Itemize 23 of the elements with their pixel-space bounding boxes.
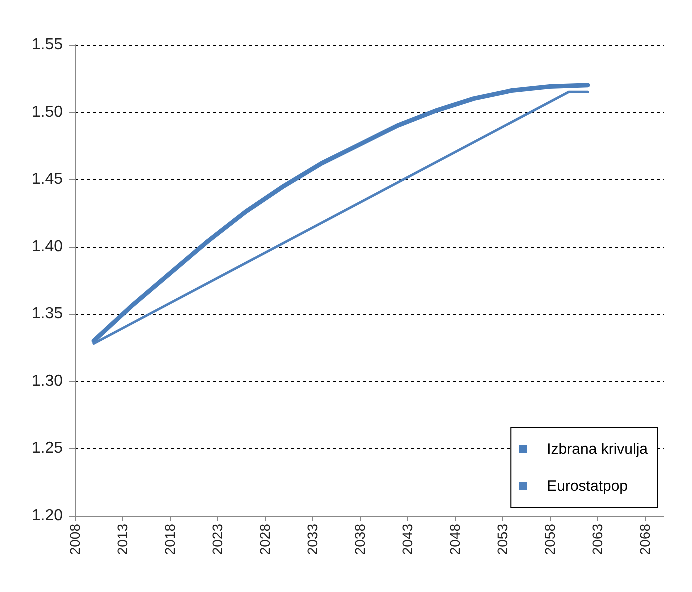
x-tick-label: 2018 xyxy=(162,524,178,556)
x-tick-label: 2033 xyxy=(304,524,320,556)
legend-label: Eurostatpop xyxy=(547,478,628,495)
y-tick-label: 1.45 xyxy=(32,171,64,188)
x-tick-label: 2028 xyxy=(257,524,273,556)
x-tick-label: 2013 xyxy=(114,524,130,556)
x-tick-label: 2023 xyxy=(210,524,226,556)
legend-label: Izbrana krivulja xyxy=(547,441,649,458)
x-tick-label: 2043 xyxy=(400,524,416,556)
y-tick-label: 1.50 xyxy=(32,104,64,121)
x-tick-label: 2008 xyxy=(67,524,83,556)
x-tick-label: 2068 xyxy=(637,524,653,556)
x-tick-label: 2058 xyxy=(542,524,558,556)
x-tick-label: 2048 xyxy=(447,524,463,556)
y-tick-label: 1.30 xyxy=(32,372,64,390)
y-tick-label: 1.25 xyxy=(32,440,64,458)
y-tick-label: 1.20 xyxy=(32,508,64,524)
y-tick-label: 1.35 xyxy=(32,306,64,323)
y-tick-label: 1.40 xyxy=(32,238,64,256)
x-tick-label: 2053 xyxy=(494,524,510,556)
x-tick-label: 2063 xyxy=(590,524,606,556)
y-tick-label: 1.55 xyxy=(32,36,64,54)
x-tick-label: 2038 xyxy=(352,524,368,556)
